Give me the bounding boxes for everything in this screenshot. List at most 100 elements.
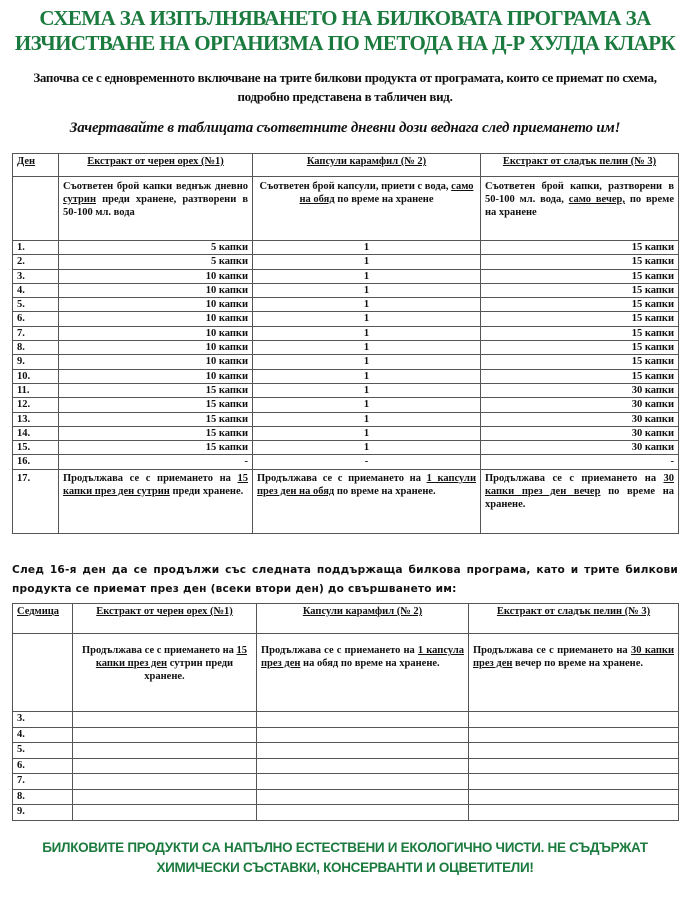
text: Продължава се с приемането на — [473, 645, 632, 656]
table-row: 7. 10 капки 1 15 капки — [12, 325, 679, 342]
day-cell: 13. — [12, 411, 59, 427]
wormwood-dose: - — [480, 454, 679, 470]
table-row: 13. 15 капки 1 30 капки — [12, 411, 679, 427]
clove-dose: 1 — [252, 268, 481, 284]
header-wormwood: Екстракт от сладък пелин (№ 3) — [480, 153, 679, 177]
text: сутрин преди хранене. — [144, 658, 234, 682]
empty-dose-cell — [72, 726, 257, 743]
table-row: 3. 10 капки 1 15 капки — [12, 268, 679, 284]
day-cell: 2. — [12, 254, 59, 270]
table-row: 14. 15 капки 1 30 капки — [12, 425, 679, 442]
week-cell: 3. — [12, 711, 73, 728]
table-row: 2. 5 капки 1 15 капки — [12, 254, 679, 270]
table-row: 15. 15 капки 1 30 капки — [12, 440, 679, 456]
clove-dose: 1 — [252, 239, 481, 256]
black-walnut-dose: 15 капки — [58, 440, 253, 456]
clove-dose: 1 — [252, 340, 481, 356]
header-wormwood: Екстракт от сладък пелин (№ 3) — [468, 603, 679, 634]
empty-dose-cell — [72, 757, 257, 774]
title-line-1: СХЕМА ЗА ИЗПЪЛНЯВАНЕТО НА БИЛКОВАТА ПРОГ… — [39, 6, 651, 30]
maintenance-text: След 16-я ден да се продължи със следнат… — [12, 564, 678, 595]
day-cell: 5. — [12, 297, 59, 313]
day-cell: 3. — [12, 268, 59, 284]
day-cell: 10. — [12, 368, 59, 384]
clove-dose: 1 — [252, 354, 481, 370]
clove-dose: 1 — [252, 368, 481, 384]
black-walnut-dose: 15 капки — [58, 397, 253, 413]
wormwood-dose: 15 капки — [480, 254, 679, 270]
underlined-text: сутрин — [63, 194, 96, 205]
daily-dose-table: Ден Екстракт от черен орех (№1) Капсули … — [12, 153, 679, 534]
day-cell: 4. — [12, 282, 59, 299]
empty-cell — [12, 633, 73, 712]
week-cell: 8. — [12, 788, 73, 805]
table-row: 9. 10 капки 1 15 капки — [12, 354, 679, 370]
clove-dose: - — [252, 454, 481, 470]
description-wormwood: Продължава се с приемането на 30 капки п… — [468, 633, 679, 712]
wormwood-dose: 30 капки — [480, 440, 679, 456]
wormwood-dose: 15 капки — [480, 354, 679, 370]
clove-dose: 1 — [252, 440, 481, 456]
clove-dose: 1 — [252, 282, 481, 299]
black-walnut-dose: - — [58, 454, 253, 470]
text: на обяд по време на хранене. — [300, 658, 440, 669]
wormwood-dose: 15 капки — [480, 297, 679, 313]
text: Продължава се с приемането на — [63, 472, 238, 484]
empty-dose-cell — [256, 711, 469, 728]
empty-dose-cell — [468, 773, 679, 790]
empty-dose-cell — [256, 788, 469, 805]
table-row: 4. 10 капки 1 15 капки — [12, 282, 679, 299]
description-row: Продължава се с приемането на 15 капки п… — [12, 633, 679, 712]
title-line-2: ИЗЧИСТВАНЕ НА ОРГАНИЗМА ПО МЕТОДА НА Д-Р… — [14, 31, 676, 55]
text: по време на хранене. — [485, 485, 674, 510]
text: преди хранене. — [169, 485, 244, 497]
table-row: 8. 10 капки 1 15 капки — [12, 340, 679, 356]
text: Продължава се с приемането на — [261, 645, 418, 656]
wormwood-dose: 15 капки — [480, 325, 679, 342]
day-cell: 17. — [12, 468, 59, 534]
week-cell: 6. — [12, 757, 73, 774]
wormwood-dose: 15 капки — [480, 282, 679, 299]
weekly-table: Седмица Екстракт от черен орех (№1) Капс… — [12, 603, 679, 821]
day-cell: 12. — [12, 397, 59, 413]
black-walnut-dose: 15 капки — [58, 411, 253, 427]
empty-dose-cell — [468, 742, 679, 759]
empty-dose-cell — [72, 773, 257, 790]
text: Съответен брой капки, разтворени в 50-10… — [485, 181, 674, 205]
table-header-row: Ден Екстракт от черен орех (№1) Капсули … — [12, 153, 679, 177]
table-row: 7. — [12, 773, 679, 790]
week-cell: 7. — [12, 773, 73, 790]
description-row: Съответен брой капки веднъж дневно сутри… — [12, 176, 679, 241]
wormwood-dose: 15 капки — [480, 311, 679, 327]
wormwood-dose: 30 капки — [480, 411, 679, 427]
day-cell: 16. — [12, 454, 59, 470]
empty-dose-cell — [468, 711, 679, 728]
black-walnut-dose: 5 капки — [58, 254, 253, 270]
black-walnut-dose: 10 капки — [58, 325, 253, 342]
header-clove: Капсули карамфил (№ 2) — [252, 153, 481, 177]
instruction-text: Зачертавайте в таблицата съответните дне… — [69, 120, 621, 136]
description-clove: Продължава се с приемането на 1 капсула … — [256, 633, 469, 712]
table-row: 1. 5 капки 1 15 капки — [12, 239, 679, 256]
day-cell: 1. — [12, 239, 59, 256]
day-cell: 9. — [12, 354, 59, 370]
continuation-black-walnut: Продължава се с приемането на 15 капки п… — [58, 468, 253, 534]
header-week: Седмица — [12, 603, 73, 634]
continuation-clove: Продължава се с приемането на 1 капсули … — [252, 468, 481, 534]
intro-text: Започва се с едновременното включване на… — [33, 70, 657, 104]
empty-dose-cell — [72, 788, 257, 805]
empty-dose-cell — [72, 804, 257, 821]
empty-dose-cell — [468, 726, 679, 743]
table-header-row: Седмица Екстракт от черен орех (№1) Капс… — [12, 603, 679, 634]
table-row: 9. — [12, 804, 679, 821]
clove-dose: 1 — [252, 297, 481, 313]
description-wormwood: Съответен брой капки, разтворени в 50-10… — [480, 176, 679, 241]
black-walnut-dose: 10 капки — [58, 268, 253, 284]
clove-dose: 1 — [252, 311, 481, 327]
footer-line-1: БИЛКОВИТЕ ПРОДУКТИ СА НАПЪЛНО ЕСТЕСТВЕНИ… — [42, 840, 648, 855]
clove-dose: 1 — [252, 397, 481, 413]
black-walnut-dose: 10 капки — [58, 354, 253, 370]
text: по време на хранене. — [334, 485, 436, 497]
table-row: 6. 10 капки 1 15 капки — [12, 311, 679, 327]
table-row: 6. — [12, 757, 679, 774]
